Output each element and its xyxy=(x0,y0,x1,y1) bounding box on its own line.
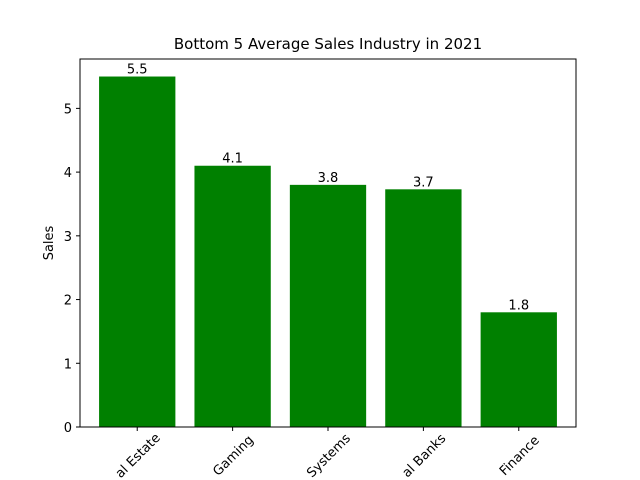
y-tick-label: 2 xyxy=(64,294,72,309)
y-tick-label: 0 xyxy=(64,421,72,436)
value-label: 3.7 xyxy=(413,175,434,190)
x-tick-label: Gaming xyxy=(210,433,257,480)
x-tick-label: Finance xyxy=(497,433,543,479)
value-label: 4.1 xyxy=(222,152,243,167)
plot-frame xyxy=(79,58,577,428)
bar xyxy=(385,189,462,427)
y-tick-label: 3 xyxy=(64,230,72,245)
bar xyxy=(480,312,557,427)
x-tick-label: al Banks xyxy=(400,431,450,480)
bar xyxy=(194,165,271,427)
bar xyxy=(99,76,176,428)
value-label: 3.8 xyxy=(318,171,339,186)
y-tick-label: 4 xyxy=(64,166,72,181)
chart-title: Bottom 5 Average Sales Industry in 2021 xyxy=(174,35,482,53)
value-label: 1.8 xyxy=(508,298,529,313)
value-label: 5.5 xyxy=(127,63,148,78)
y-tick-label: 1 xyxy=(64,357,72,372)
x-tick-label: Systems xyxy=(304,431,354,480)
y-axis-label: Sales xyxy=(42,225,57,260)
bar xyxy=(289,184,367,427)
y-tick-label: 5 xyxy=(64,102,72,117)
x-tick-label: al Estate xyxy=(113,431,164,480)
